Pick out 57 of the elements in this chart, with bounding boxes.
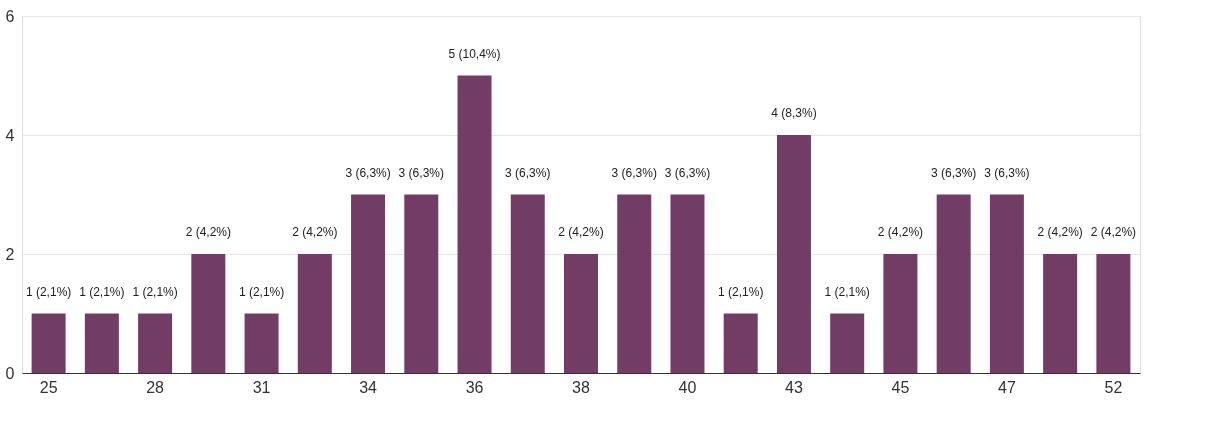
data-label: 1 (2,1%) — [238, 284, 285, 299]
bar — [297, 254, 332, 373]
bar — [351, 194, 386, 373]
data-label: 2 (4,2%) — [558, 225, 604, 239]
data-label: 2 (4,2%) — [185, 225, 232, 239]
bar — [670, 194, 705, 373]
data-label: 3 (6,3%) — [345, 165, 391, 180]
data-label: 4 (8,3%) — [771, 106, 817, 120]
data-label: 3 (6,3%) — [505, 165, 551, 180]
data-label: 1 (2,1%) — [718, 284, 764, 299]
x-tick-label: 52 — [1104, 378, 1123, 396]
bar — [936, 194, 971, 373]
data-label: 2 (4,2%) — [292, 225, 338, 239]
data-label: 1 (2,1%) — [25, 284, 72, 299]
data-label: 3 (6,3%) — [611, 165, 657, 180]
y-tick-label: 4 — [5, 126, 15, 144]
bar — [617, 194, 652, 373]
bar — [830, 313, 865, 373]
x-tick-label: 40 — [678, 378, 697, 396]
data-label: 5 (10,4%) — [448, 46, 501, 61]
bar — [989, 194, 1024, 373]
data-label: 1 (2,1%) — [132, 284, 178, 299]
y-tick-label: 6 — [5, 7, 15, 25]
bar — [244, 313, 279, 373]
data-label: 3 (6,3%) — [664, 165, 711, 180]
data-label: 1 (2,1%) — [824, 284, 870, 299]
x-tick-label: 36 — [465, 378, 484, 396]
bar — [883, 254, 918, 373]
bar — [776, 135, 811, 373]
x-tick-label: 31 — [252, 378, 271, 396]
data-label: 3 (6,3%) — [930, 165, 977, 180]
bar — [404, 194, 439, 373]
bar — [1043, 254, 1078, 373]
bar — [31, 313, 66, 373]
data-label: 3 (6,3%) — [984, 165, 1030, 180]
bar — [138, 313, 173, 373]
bar — [191, 254, 226, 373]
y-tick-label: 2 — [5, 245, 15, 263]
x-tick-label: 38 — [572, 378, 590, 396]
bar — [723, 313, 758, 373]
bar — [510, 194, 545, 373]
x-tick-label: 25 — [39, 378, 58, 396]
bar — [457, 75, 492, 373]
data-label: 1 (2,1%) — [79, 284, 125, 299]
x-tick-label: 28 — [146, 378, 165, 396]
x-tick-label: 43 — [785, 378, 803, 396]
x-tick-label: 34 — [359, 378, 378, 396]
bar — [84, 313, 119, 373]
data-label: 2 (4,2%) — [1037, 225, 1083, 239]
bar — [1096, 254, 1131, 373]
y-tick-label: 0 — [5, 364, 15, 382]
bar — [564, 254, 598, 373]
x-tick-label: 47 — [998, 378, 1016, 396]
data-label: 2 (4,2%) — [877, 225, 924, 239]
data-label: 2 (4,2%) — [1090, 225, 1137, 239]
x-tick-label: 45 — [891, 378, 910, 396]
data-label: 3 (6,3%) — [398, 165, 444, 180]
